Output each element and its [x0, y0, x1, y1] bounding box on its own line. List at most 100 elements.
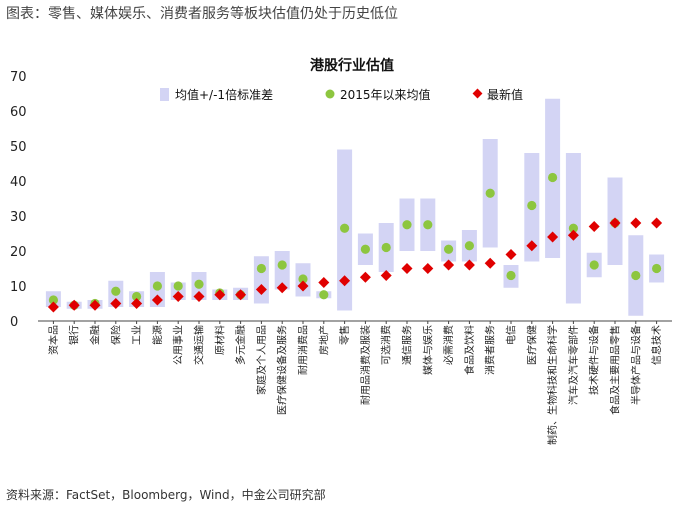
band-bar: [274, 251, 290, 290]
category-label: 食品及饮料: [463, 325, 476, 375]
average-point: [402, 220, 412, 230]
latest-point: [235, 289, 247, 301]
category-label: 食品及主要用品零售: [609, 325, 622, 415]
latest-point: [380, 270, 392, 281]
average-point: [194, 279, 204, 289]
category-label: 能源: [151, 325, 164, 345]
category-label: 多元金融: [234, 325, 247, 365]
latest-point: [276, 282, 288, 294]
category-label: 信息技术: [650, 325, 663, 365]
y-tick-label: 10: [10, 280, 27, 295]
average-point: [173, 281, 183, 291]
average-point: [631, 270, 641, 281]
latest-point: [297, 280, 309, 292]
legend-band-swatch: [160, 88, 169, 101]
y-tick-label: 20: [10, 245, 27, 260]
average-point: [506, 270, 516, 281]
category-label: 耐用品消费及服装: [359, 325, 372, 405]
latest-point: [89, 299, 101, 311]
latest-point: [588, 221, 600, 232]
average-point: [381, 242, 391, 253]
legend: 均值+/-1倍标准差 2015年以来均值 最新值: [160, 87, 523, 102]
latest-point: [567, 229, 579, 241]
latest-point: [339, 275, 351, 287]
category-label: 通信服务: [401, 325, 414, 365]
average-point: [111, 286, 121, 296]
category-label: 公用事业: [172, 325, 185, 365]
legend-latest-label: 最新值: [487, 87, 523, 102]
category-label: 技术硬件与设备: [588, 325, 601, 395]
latest-series: [47, 217, 663, 313]
average-point: [444, 244, 454, 254]
band-bar: [253, 256, 269, 304]
average-point: [48, 295, 59, 305]
latest-point: [484, 257, 496, 269]
average-point: [589, 260, 599, 270]
average-point: [340, 223, 350, 233]
category-label: 汽车及汽车零部件: [567, 325, 580, 405]
y-tick-label: 50: [10, 140, 27, 155]
latest-point: [255, 284, 267, 295]
average-point: [652, 263, 662, 274]
latest-point: [651, 217, 663, 229]
category-label: 半导体产品与设备: [629, 325, 642, 405]
latest-point: [172, 291, 184, 302]
average-point: [568, 223, 579, 233]
latest-point: [401, 263, 413, 274]
latest-point: [359, 271, 371, 283]
average-point: [464, 241, 474, 251]
category-label: 医疗保健: [525, 325, 538, 365]
latest-point: [214, 289, 226, 301]
y-tick-label: 40: [10, 175, 27, 190]
x-axis-labels: 资本品 银行 金融 保险 工业 能源 公用事业 交通运输 原材料 多元金融 家庭及个人用品 医疗保健设…: [47, 321, 663, 445]
average-point: [485, 188, 495, 198]
legend-avg-swatch: [325, 89, 335, 99]
chart-title: 港股行业估值: [310, 57, 394, 74]
latest-point: [151, 294, 163, 306]
category-label: 消费者服务: [484, 325, 497, 375]
average-point: [319, 290, 329, 300]
y-tick-label: 0: [10, 315, 18, 330]
y-tick-label: 60: [10, 105, 27, 120]
latest-point: [110, 298, 122, 309]
category-label: 电信: [505, 325, 518, 345]
source-note: 资料来源：FactSet，Bloomberg，Wind，中金公司研究部: [6, 488, 326, 502]
legend-latest-swatch: [472, 88, 483, 99]
category-label: 工业: [131, 325, 143, 345]
average-point: [132, 291, 142, 302]
legend-avg-label: 2015年以来均值: [340, 87, 431, 102]
category-label: 保险: [109, 325, 122, 345]
category-label: 媒体与娱乐: [421, 325, 434, 375]
y-axis: 0 10 20 30 40 50 60 70: [10, 70, 27, 330]
category-label: 交通运输: [193, 325, 206, 365]
average-point: [256, 263, 266, 274]
latest-point: [526, 240, 538, 252]
latest-point: [505, 249, 517, 260]
category-label: 家庭及个人用品: [255, 325, 268, 395]
category-label: 原材料: [213, 325, 226, 355]
average-point: [527, 200, 537, 211]
latest-point: [609, 217, 621, 229]
category-label: 银行: [68, 325, 81, 345]
category-label: 医疗保健设备及服务: [276, 325, 289, 415]
legend-band-label: 均值+/-1倍标准差: [175, 87, 273, 102]
latest-point: [443, 259, 455, 271]
average-point: [277, 260, 287, 270]
band-series: [45, 98, 665, 316]
figure-caption: 图表：零售、媒体娱乐、消费者服务等板块估值仍处于历史低位: [6, 6, 398, 22]
category-label: 可选消费: [380, 325, 393, 365]
latest-point: [318, 277, 330, 288]
latest-point: [630, 217, 642, 229]
category-label: 制药、生物科技和生命科学: [546, 325, 559, 445]
latest-point: [463, 259, 475, 271]
average-point: [298, 274, 308, 284]
y-tick-label: 70: [10, 70, 27, 85]
latest-point: [131, 298, 143, 309]
average-point: [423, 220, 433, 230]
category-label: 零售: [338, 325, 351, 345]
average-point: [548, 172, 558, 183]
latest-point: [422, 263, 434, 274]
category-label: 耐用消费品: [297, 325, 310, 375]
average-point: [152, 281, 162, 291]
